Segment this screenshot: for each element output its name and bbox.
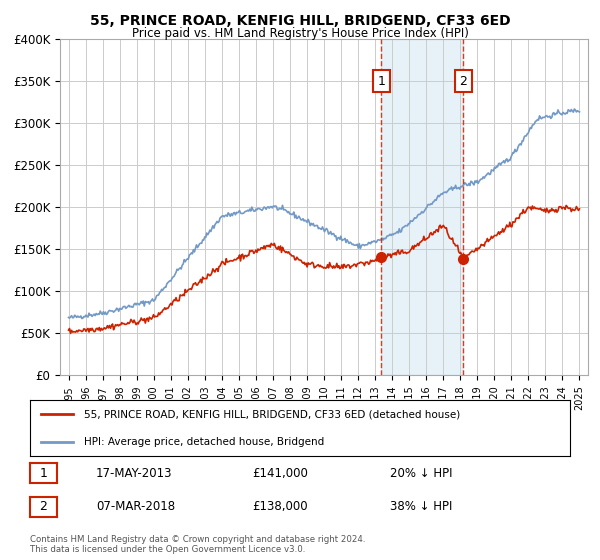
- Text: 55, PRINCE ROAD, KENFIG HILL, BRIDGEND, CF33 6ED: 55, PRINCE ROAD, KENFIG HILL, BRIDGEND, …: [89, 14, 511, 28]
- Text: 55, PRINCE ROAD, KENFIG HILL, BRIDGEND, CF33 6ED (detached house): 55, PRINCE ROAD, KENFIG HILL, BRIDGEND, …: [84, 409, 460, 419]
- Text: HPI: Average price, detached house, Bridgend: HPI: Average price, detached house, Brid…: [84, 437, 324, 447]
- Text: 2: 2: [40, 500, 47, 514]
- Text: 07-MAR-2018: 07-MAR-2018: [96, 500, 175, 514]
- Text: 17-MAY-2013: 17-MAY-2013: [96, 466, 173, 480]
- Text: 20% ↓ HPI: 20% ↓ HPI: [390, 466, 452, 480]
- Bar: [382, 39, 463, 375]
- Text: 38% ↓ HPI: 38% ↓ HPI: [390, 500, 452, 514]
- Text: £141,000: £141,000: [252, 466, 308, 480]
- Text: Contains HM Land Registry data © Crown copyright and database right 2024.
This d: Contains HM Land Registry data © Crown c…: [30, 535, 365, 554]
- Text: Price paid vs. HM Land Registry's House Price Index (HPI): Price paid vs. HM Land Registry's House …: [131, 27, 469, 40]
- Text: 2: 2: [460, 74, 467, 88]
- Text: 1: 1: [377, 74, 385, 88]
- Text: 1: 1: [40, 466, 47, 480]
- Text: £138,000: £138,000: [252, 500, 308, 514]
